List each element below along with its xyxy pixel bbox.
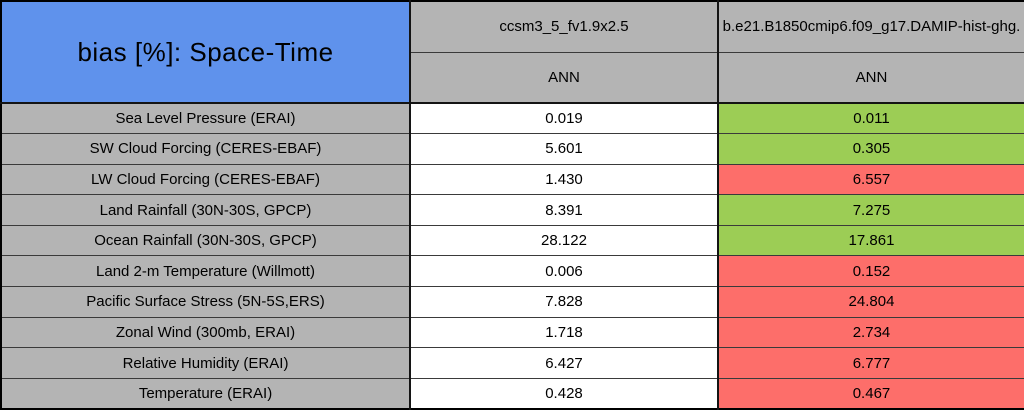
metric-value-model-1: 1.718: [409, 316, 719, 349]
metric-label: Land Rainfall (30N-30S, GPCP): [0, 194, 411, 226]
metric-label: Pacific Surface Stress (5N-5S,ERS): [0, 286, 411, 318]
metric-value-model-2: 17.861: [717, 224, 1024, 257]
table-row: Sea Level Pressure (ERAI) 0.019 0.011: [0, 102, 1024, 135]
metric-value-model-2: 0.011: [717, 102, 1024, 135]
column-header-model-2: b.e21.B1850cmip6.f09_g17.DAMIP-hist-ghg.: [717, 0, 1024, 53]
table-row: Zonal Wind (300mb, ERAI) 1.718 2.734: [0, 316, 1024, 349]
metric-label: Zonal Wind (300mb, ERAI): [0, 316, 411, 349]
metric-label: Temperature (ERAI): [0, 377, 411, 410]
metric-value-model-1: 28.122: [409, 224, 719, 257]
table-row: LW Cloud Forcing (CERES-EBAF) 1.430 6.55…: [0, 163, 1024, 196]
table-row: Land 2-m Temperature (Willmott) 0.006 0.…: [0, 255, 1024, 288]
metric-label: Land 2-m Temperature (Willmott): [0, 255, 411, 288]
metric-value-model-2: 0.152: [717, 255, 1024, 288]
table-row: SW Cloud Forcing (CERES-EBAF) 5.601 0.30…: [0, 133, 1024, 165]
metric-label: Relative Humidity (ERAI): [0, 347, 411, 379]
metric-label: Sea Level Pressure (ERAI): [0, 102, 411, 135]
table-row: Pacific Surface Stress (5N-5S,ERS) 7.828…: [0, 286, 1024, 318]
model-2-name: b.e21.B1850cmip6.f09_g17.DAMIP-hist-ghg.: [722, 18, 1021, 36]
metric-value-model-1: 8.391: [409, 194, 719, 226]
season-header-model-2: ANN: [717, 51, 1024, 104]
metric-value-model-2: 0.467: [717, 377, 1024, 410]
metric-value-model-2: 6.777: [717, 347, 1024, 379]
metric-value-model-1: 0.006: [409, 255, 719, 288]
metric-value-model-1: 0.428: [409, 377, 719, 410]
metric-value-model-2: 7.275: [717, 194, 1024, 226]
metric-value-model-1: 5.601: [409, 133, 719, 165]
header-row-season: ANN ANN: [1, 51, 1024, 104]
metric-value-model-2: 24.804: [717, 286, 1024, 318]
table-row: Temperature (ERAI) 0.428 0.467: [0, 377, 1024, 410]
table-row: Ocean Rainfall (30N-30S, GPCP) 28.122 17…: [0, 224, 1024, 257]
metric-value-model-1: 7.828: [409, 286, 719, 318]
metric-value-model-2: 0.305: [717, 133, 1024, 165]
metric-value-model-2: 2.734: [717, 316, 1024, 349]
table-title: bias [%]: Space-Time: [0, 0, 411, 104]
column-header-model-1: ccsm3_5_fv1.9x2.5: [409, 0, 719, 53]
metric-label: LW Cloud Forcing (CERES-EBAF): [0, 163, 411, 196]
header-row-models: bias [%]: Space-Time ccsm3_5_fv1.9x2.5 b…: [0, 0, 1024, 104]
table-row: Relative Humidity (ERAI) 6.427 6.777: [0, 347, 1024, 379]
metric-label: Ocean Rainfall (30N-30S, GPCP): [0, 224, 411, 257]
metric-value-model-1: 1.430: [409, 163, 719, 196]
metric-value-model-1: 6.427: [409, 347, 719, 379]
season-header-model-1: ANN: [409, 51, 719, 104]
metric-label: SW Cloud Forcing (CERES-EBAF): [0, 133, 411, 165]
table-row: Land Rainfall (30N-30S, GPCP) 8.391 7.27…: [0, 194, 1024, 226]
metric-value-model-2: 6.557: [717, 163, 1024, 196]
model-1-name: ccsm3_5_fv1.9x2.5: [499, 18, 629, 36]
metric-value-model-1: 0.019: [409, 102, 719, 135]
